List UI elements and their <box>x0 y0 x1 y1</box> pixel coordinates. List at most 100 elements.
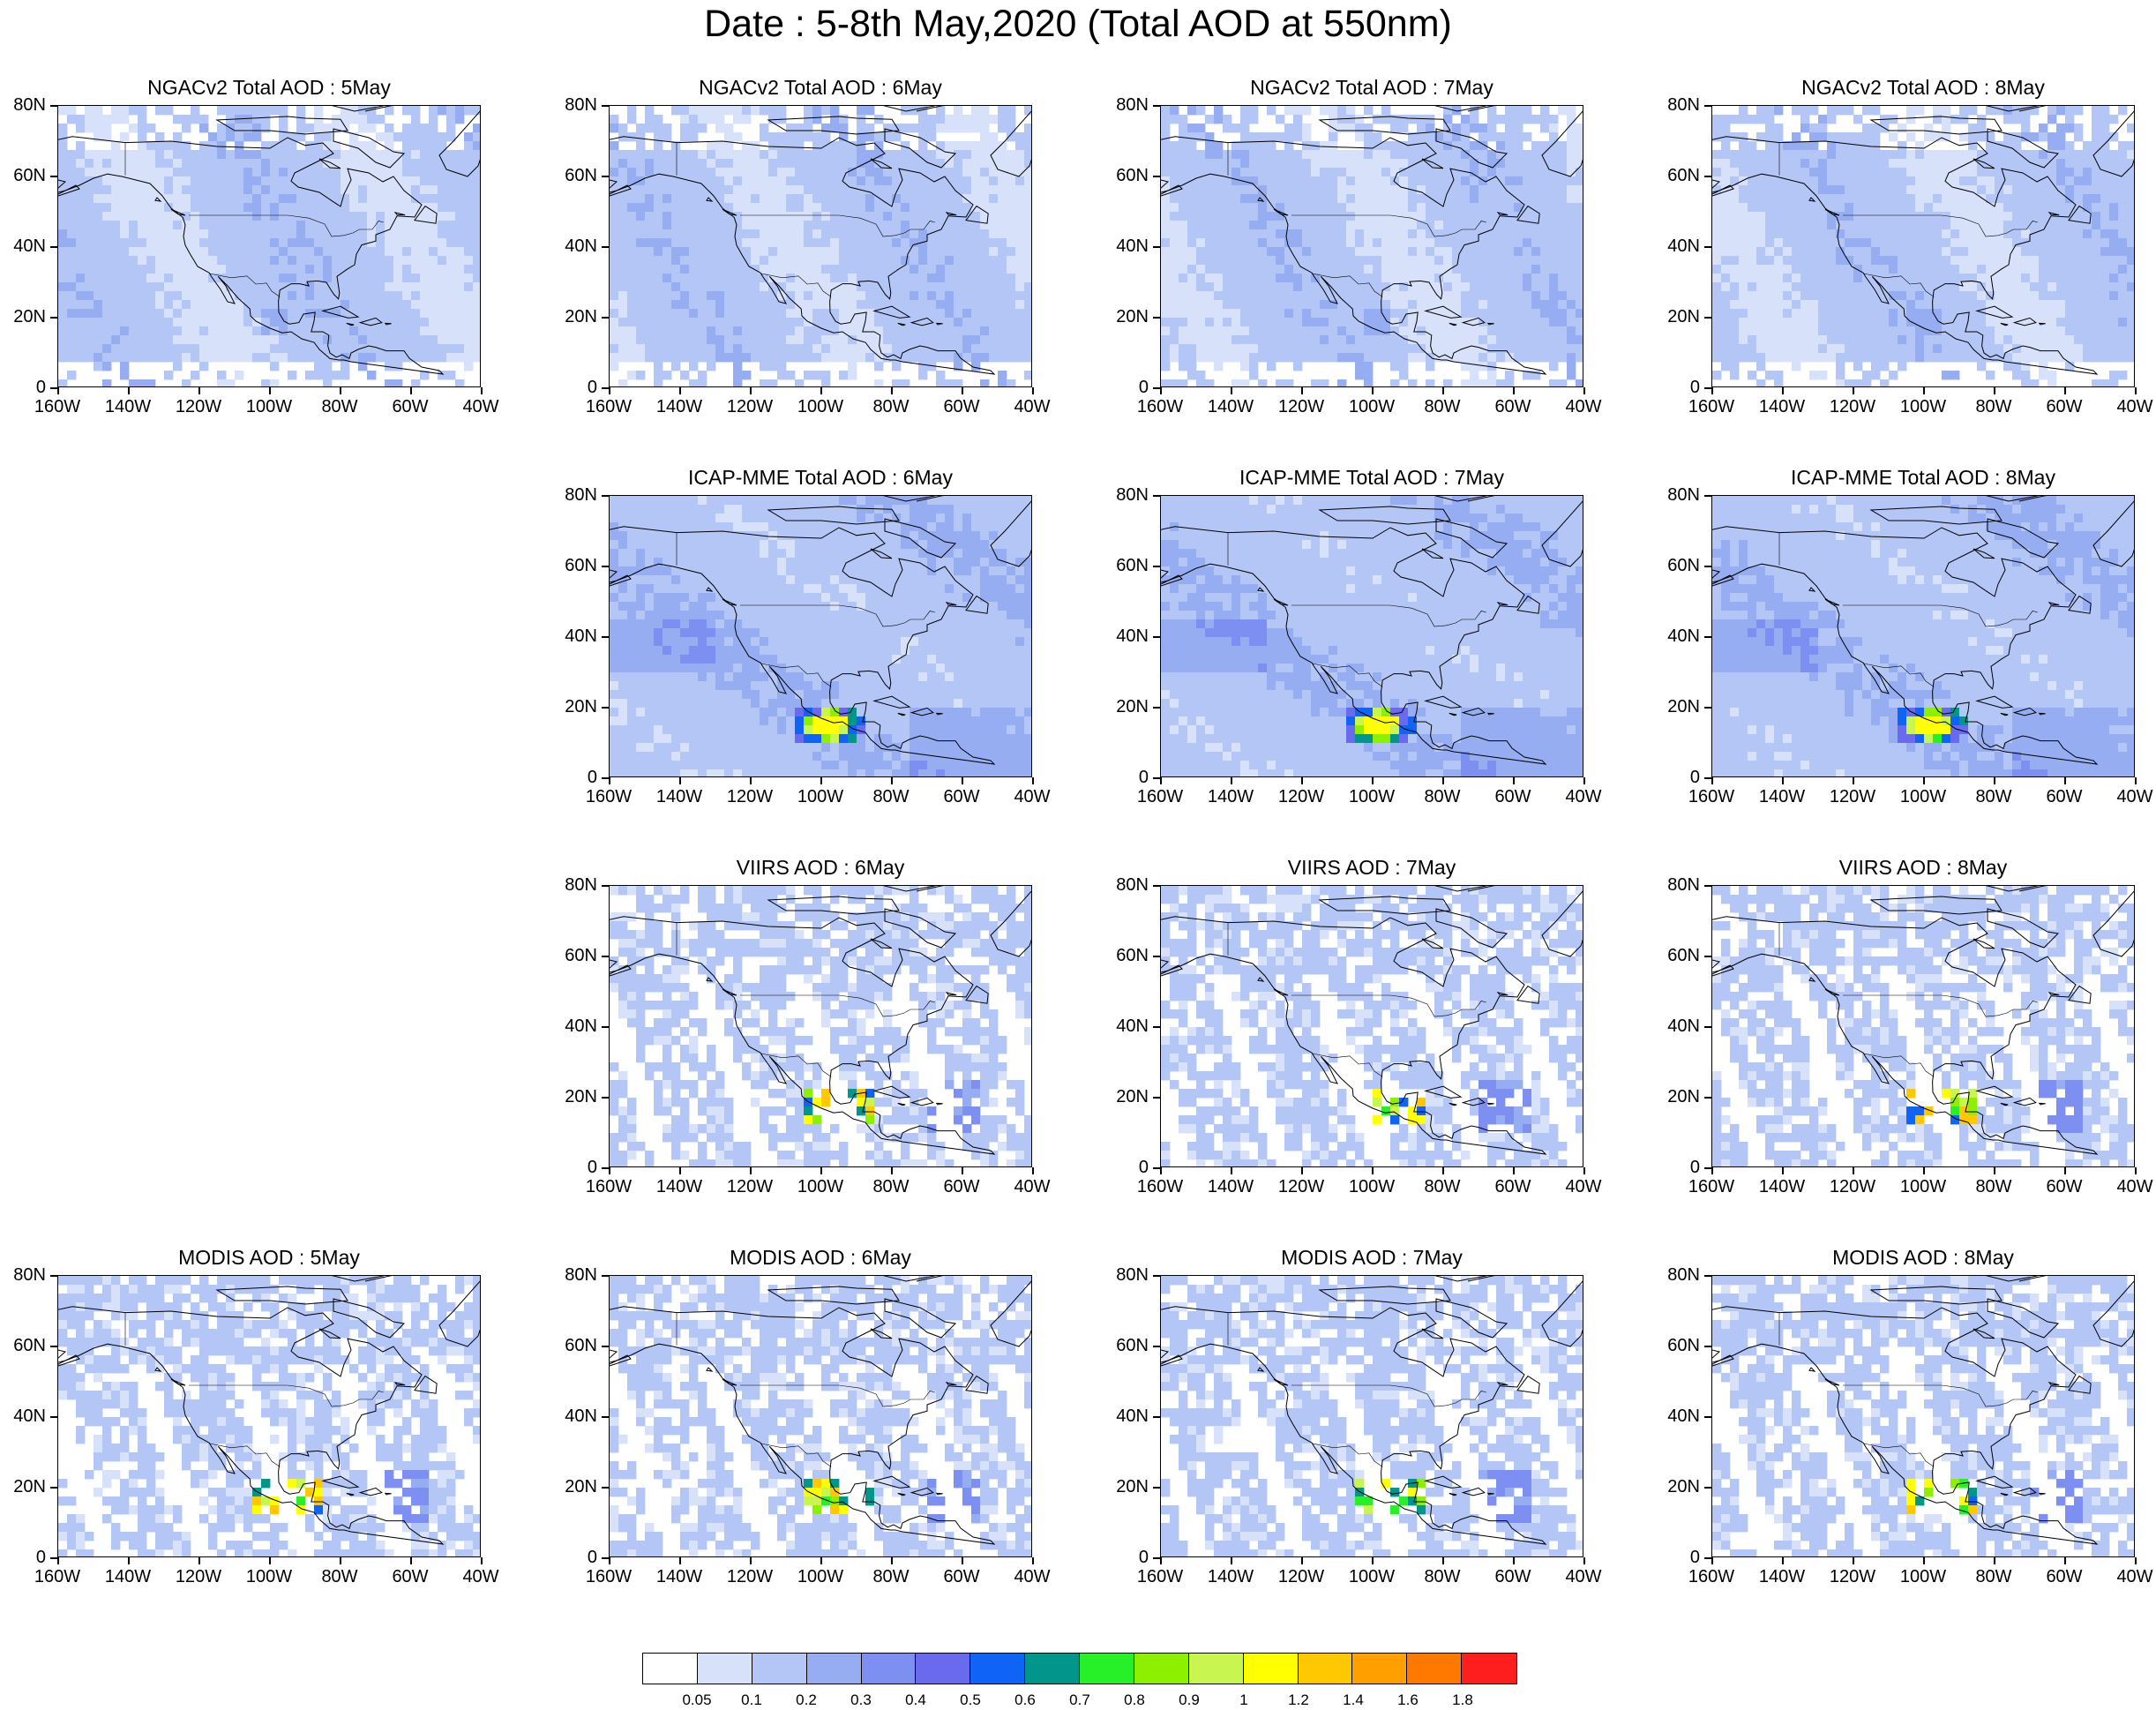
x-tick <box>1923 777 1925 784</box>
x-tick <box>679 777 681 784</box>
y-tick-label: 20N <box>1116 1477 1149 1496</box>
y-tick-label: 60N <box>1667 556 1700 575</box>
y-tick-label: 20N <box>1667 307 1700 326</box>
x-tick <box>57 1557 59 1564</box>
modis-5-map-svg <box>58 1276 480 1556</box>
y-tick <box>602 317 609 319</box>
y-tick-label: 0 <box>1689 1158 1700 1177</box>
y-tick-label: 20N <box>1116 307 1149 326</box>
y-tick-label: 20N <box>565 1087 597 1106</box>
x-tick-label: 60W <box>943 397 980 416</box>
x-tick <box>1923 1557 1925 1564</box>
ngac-5-map-svg <box>58 106 480 386</box>
x-tick <box>962 1167 963 1174</box>
x-tick-label: 160W <box>1136 787 1184 806</box>
y-tick-label: 60N <box>1667 1336 1700 1355</box>
x-tick-label: 160W <box>585 1177 633 1196</box>
map-frame <box>1711 495 2135 777</box>
x-tick <box>1301 777 1303 784</box>
y-tick-label: 80N <box>1116 485 1149 505</box>
x-tick <box>1782 777 1784 784</box>
x-tick <box>1372 1167 1374 1174</box>
colorbar-label: 0.1 <box>741 1691 762 1708</box>
map-panel-icap-6: ICAP-MME Total AOD : 6May 80N 60N 40N 20N 0 16… <box>551 468 1050 821</box>
map-frame <box>57 105 481 387</box>
y-tick <box>50 246 57 248</box>
panel-title: VIIRS AOD : 6May <box>736 856 905 879</box>
y-tick-label: 0 <box>1138 1158 1149 1177</box>
x-tick <box>891 777 893 784</box>
x-tick <box>1923 387 1925 394</box>
map-panel-ngac-7: NGACv2 Total AOD : 7May 80N 60N 40N 20N 0 160W… <box>1103 78 1601 431</box>
x-tick <box>820 387 822 394</box>
x-tick <box>1853 1557 1854 1564</box>
y-tick <box>1153 1416 1160 1418</box>
y-tick <box>1153 1346 1160 1347</box>
coastlines <box>610 886 1031 1155</box>
x-tick-label: 120W <box>175 1567 222 1586</box>
x-tick <box>1301 1557 1303 1564</box>
x-tick <box>481 1557 483 1564</box>
y-tick-label: 40N <box>1667 236 1700 256</box>
x-tick-label: 100W <box>1348 1177 1396 1196</box>
x-tick-label: 160W <box>1688 397 1735 416</box>
x-tick-label: 160W <box>34 1567 81 1586</box>
y-tick <box>1704 1416 1711 1418</box>
colorbar-box <box>1188 1654 1244 1684</box>
y-tick-label: 20N <box>1116 697 1149 716</box>
x-tick <box>1231 387 1232 394</box>
map-frame <box>1160 1275 1583 1557</box>
coastlines <box>1161 106 1583 375</box>
x-tick-label: 60W <box>943 787 980 806</box>
x-tick <box>962 777 963 784</box>
y-tick-label: 40N <box>565 236 597 256</box>
y-tick <box>1153 885 1160 887</box>
y-tick-label: 0 <box>587 378 597 397</box>
x-tick <box>679 1167 681 1174</box>
x-tick-label: 60W <box>943 1177 980 1196</box>
x-tick <box>1711 1557 1713 1564</box>
x-tick <box>410 387 412 394</box>
panel-title: VIIRS AOD : 7May <box>1287 856 1456 879</box>
y-tick <box>1704 1275 1711 1277</box>
coastlines <box>610 496 1031 765</box>
y-tick-label: 80N <box>1116 95 1149 115</box>
x-tick <box>1711 1167 1713 1174</box>
map-frame <box>1711 885 2135 1167</box>
aod-field <box>1712 1276 2134 1556</box>
y-tick <box>1704 246 1711 248</box>
x-tick <box>1231 777 1232 784</box>
x-tick <box>750 777 752 784</box>
x-tick <box>1442 1557 1444 1564</box>
x-tick-label: 40W <box>1565 1567 1602 1586</box>
colorbar <box>642 1653 1517 1684</box>
y-tick <box>602 1275 609 1277</box>
x-tick-label: 120W <box>1829 397 1876 416</box>
y-tick <box>1704 387 1711 389</box>
x-tick-label: 160W <box>1688 1177 1735 1196</box>
y-tick-label: 60N <box>13 1336 46 1355</box>
aod-field <box>1161 106 1583 386</box>
viirs-8-map-svg <box>1712 886 2134 1166</box>
x-tick-label: 100W <box>1899 397 1947 416</box>
panel-title: ICAP-MME Total AOD : 8May <box>1791 466 2055 489</box>
x-tick-label: 120W <box>1829 787 1876 806</box>
y-tick-label: 80N <box>13 95 46 115</box>
colorbar-label: 0.5 <box>960 1691 981 1708</box>
x-tick-label: 40W <box>462 1567 499 1586</box>
y-tick <box>602 1097 609 1099</box>
x-tick <box>2064 1167 2066 1174</box>
y-tick <box>50 1346 57 1347</box>
y-tick-label: 20N <box>1667 697 1700 716</box>
aod-field <box>610 886 1031 1166</box>
x-tick-label: 80W <box>321 1567 358 1586</box>
x-tick-label: 60W <box>2046 1177 2083 1196</box>
map-panel-modis-8: MODIS AOD : 8May 80N 60N 40N 20N 0 160W 140W 120… <box>1654 1248 2152 1601</box>
map-panel-ngac-6: NGACv2 Total AOD : 6May 80N 60N 40N 20N 0 160W… <box>551 78 1050 431</box>
y-tick <box>1153 1097 1160 1099</box>
y-tick-label: 40N <box>565 626 597 646</box>
x-tick <box>891 387 893 394</box>
x-tick-label: 80W <box>1975 397 2012 416</box>
colorbar-label: 0.8 <box>1124 1691 1145 1708</box>
coastlines <box>1712 106 2134 375</box>
